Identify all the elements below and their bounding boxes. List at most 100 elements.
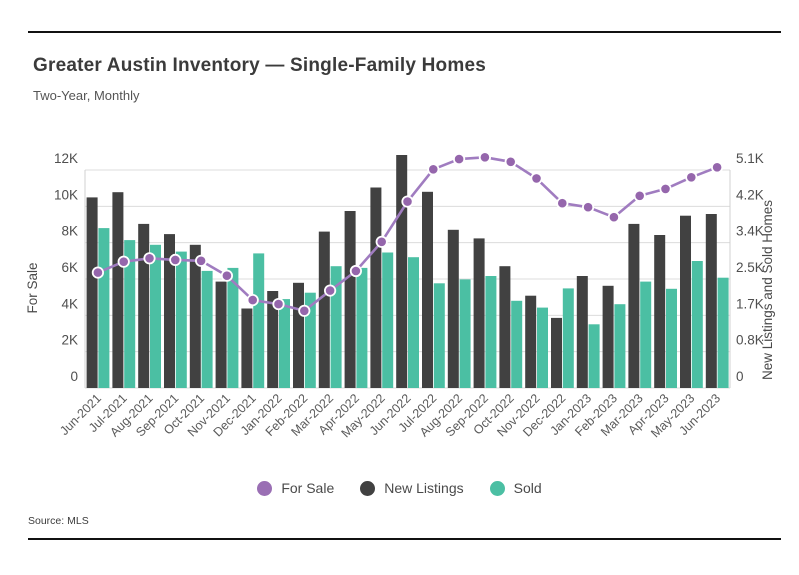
bar-new-listings-Jan-2022 <box>267 291 279 388</box>
left-axis-tick-label: 10K <box>54 187 78 202</box>
page-title: Greater Austin Inventory — Single-Family… <box>33 55 486 76</box>
left-axis-tick-label: 12K <box>54 151 78 166</box>
bar-new-listings-Jan-2023 <box>576 276 588 388</box>
line-point-Apr-2023 <box>659 182 672 195</box>
line-point-Oct-2022 <box>504 155 517 168</box>
line-point-Jan-2022 <box>272 297 285 311</box>
bar-new-listings-Apr-2023 <box>654 235 666 388</box>
bar-sold-Nov-2022 <box>537 307 548 388</box>
bar-new-listings-Dec-2021 <box>241 308 253 388</box>
legend-label-new-listings: New Listings <box>384 480 464 496</box>
line-point-Mar-2023 <box>633 189 646 202</box>
bar-new-listings-Feb-2023 <box>602 285 614 388</box>
bar-sold-Mar-2023 <box>640 281 652 388</box>
bar-sold-Sep-2022 <box>485 276 497 388</box>
line-point-Apr-2022 <box>349 264 362 278</box>
bar-sold-Nov-2021 <box>227 267 239 388</box>
right-axis-tick-label: 5.1K <box>736 151 764 166</box>
line-point-Mar-2022 <box>323 284 337 297</box>
bar-new-listings-Dec-2022 <box>551 317 562 388</box>
bar-new-listings-Feb-2022 <box>293 282 304 388</box>
for-sale-dot-icon <box>257 480 273 496</box>
bar-sold-Jun-2023 <box>717 277 729 388</box>
legend-label-sold: Sold <box>513 480 542 496</box>
bar-new-listings-Jul-2022 <box>422 191 433 388</box>
left-axis-tick-label: 8K <box>61 224 78 239</box>
source-note: Source: MLS <box>28 515 89 527</box>
bar-new-listings-Oct-2021 <box>189 244 201 388</box>
bar-sold-May-2022 <box>382 252 394 388</box>
bar-sold-Sep-2021 <box>175 251 187 388</box>
line-point-Jun-2023 <box>710 161 724 174</box>
right-axis-tick-label: 0 <box>736 369 744 384</box>
left-axis-title: For Sale <box>25 262 40 313</box>
line-point-Feb-2022 <box>298 304 311 317</box>
bar-new-listings-Nov-2022 <box>525 295 537 388</box>
bar-sold-Jul-2021 <box>124 240 136 388</box>
bar-new-listings-May-2022 <box>370 187 382 388</box>
bar-sold-Feb-2022 <box>304 292 316 388</box>
bar-sold-Feb-2023 <box>614 304 626 388</box>
bar-sold-Oct-2021 <box>201 270 213 388</box>
left-axis-tick-label: 4K <box>61 296 78 311</box>
line-point-Feb-2023 <box>607 211 621 224</box>
bar-new-listings-May-2023 <box>680 215 691 388</box>
bar-sold-Mar-2022 <box>330 266 342 388</box>
card-bottom-border <box>28 538 781 540</box>
bar-sold-Jun-2021 <box>98 228 110 388</box>
bar-sold-Jul-2022 <box>433 283 445 388</box>
line-point-May-2023 <box>685 171 698 184</box>
right-axis-tick-label: 3.4K <box>736 224 764 239</box>
bar-sold-Dec-2021 <box>253 253 265 388</box>
line-point-Aug-2022 <box>452 153 466 166</box>
line-point-Oct-2021 <box>195 254 208 267</box>
bar-sold-Apr-2023 <box>666 288 677 388</box>
right-axis-tick-label: 1.7K <box>736 296 764 311</box>
chart-legend: For Sale New Listings Sold <box>0 480 799 496</box>
bar-new-listings-Jun-2022 <box>396 155 408 388</box>
bar-sold-Jun-2022 <box>408 257 419 388</box>
line-point-Dec-2022 <box>556 197 569 210</box>
line-point-Aug-2021 <box>143 252 156 265</box>
bar-new-listings-Jun-2023 <box>705 214 717 388</box>
legend-item-new-listings: New Listings <box>360 480 464 496</box>
bar-new-listings-Jul-2021 <box>112 192 124 388</box>
bar-new-listings-Mar-2022 <box>318 231 330 388</box>
bar-new-listings-Aug-2021 <box>138 223 150 388</box>
legend-item-sold: Sold <box>489 480 542 496</box>
page-subtitle: Two-Year, Monthly <box>33 88 140 103</box>
bar-new-listings-Aug-2022 <box>447 229 459 388</box>
line-point-Sep-2022 <box>478 151 491 164</box>
line-point-Jun-2021 <box>91 266 105 279</box>
line-point-Dec-2021 <box>246 293 259 307</box>
line-point-Jul-2022 <box>427 163 440 176</box>
line-point-Jul-2021 <box>117 255 130 268</box>
left-axis-tick-label: 0 <box>70 369 78 384</box>
bar-sold-Jan-2022 <box>279 299 290 388</box>
line-point-Nov-2021 <box>220 269 233 282</box>
bar-new-listings-Jun-2021 <box>86 197 98 388</box>
bar-sold-Apr-2022 <box>356 267 368 388</box>
line-point-May-2022 <box>375 235 388 248</box>
bar-sold-Aug-2022 <box>459 279 471 388</box>
right-axis-tick-label: 2.5K <box>736 260 764 275</box>
line-point-Nov-2022 <box>530 172 543 185</box>
left-axis-tick-label: 6K <box>61 260 78 275</box>
left-axis-tick-label: 2K <box>61 333 78 348</box>
right-axis-tick-label: 0.8K <box>736 333 764 348</box>
legend-item-for-sale: For Sale <box>257 480 334 496</box>
right-axis-title: New Listings and Sold Homes <box>760 200 775 380</box>
bar-new-listings-Apr-2022 <box>344 211 356 388</box>
legend-label-for-sale: For Sale <box>281 480 335 496</box>
line-point-Jun-2022 <box>401 195 414 208</box>
bar-sold-Oct-2022 <box>511 300 523 388</box>
bar-sold-May-2023 <box>691 261 703 388</box>
bar-sold-Aug-2021 <box>150 244 161 388</box>
new-listings-dot-icon <box>360 480 376 496</box>
bar-new-listings-Mar-2023 <box>628 223 640 388</box>
line-point-Sep-2021 <box>169 253 182 266</box>
bar-sold-Jan-2023 <box>588 324 600 388</box>
right-axis-tick-label: 4.2K <box>736 187 764 202</box>
sold-dot-icon <box>489 480 505 496</box>
bar-new-listings-Oct-2022 <box>499 266 511 388</box>
